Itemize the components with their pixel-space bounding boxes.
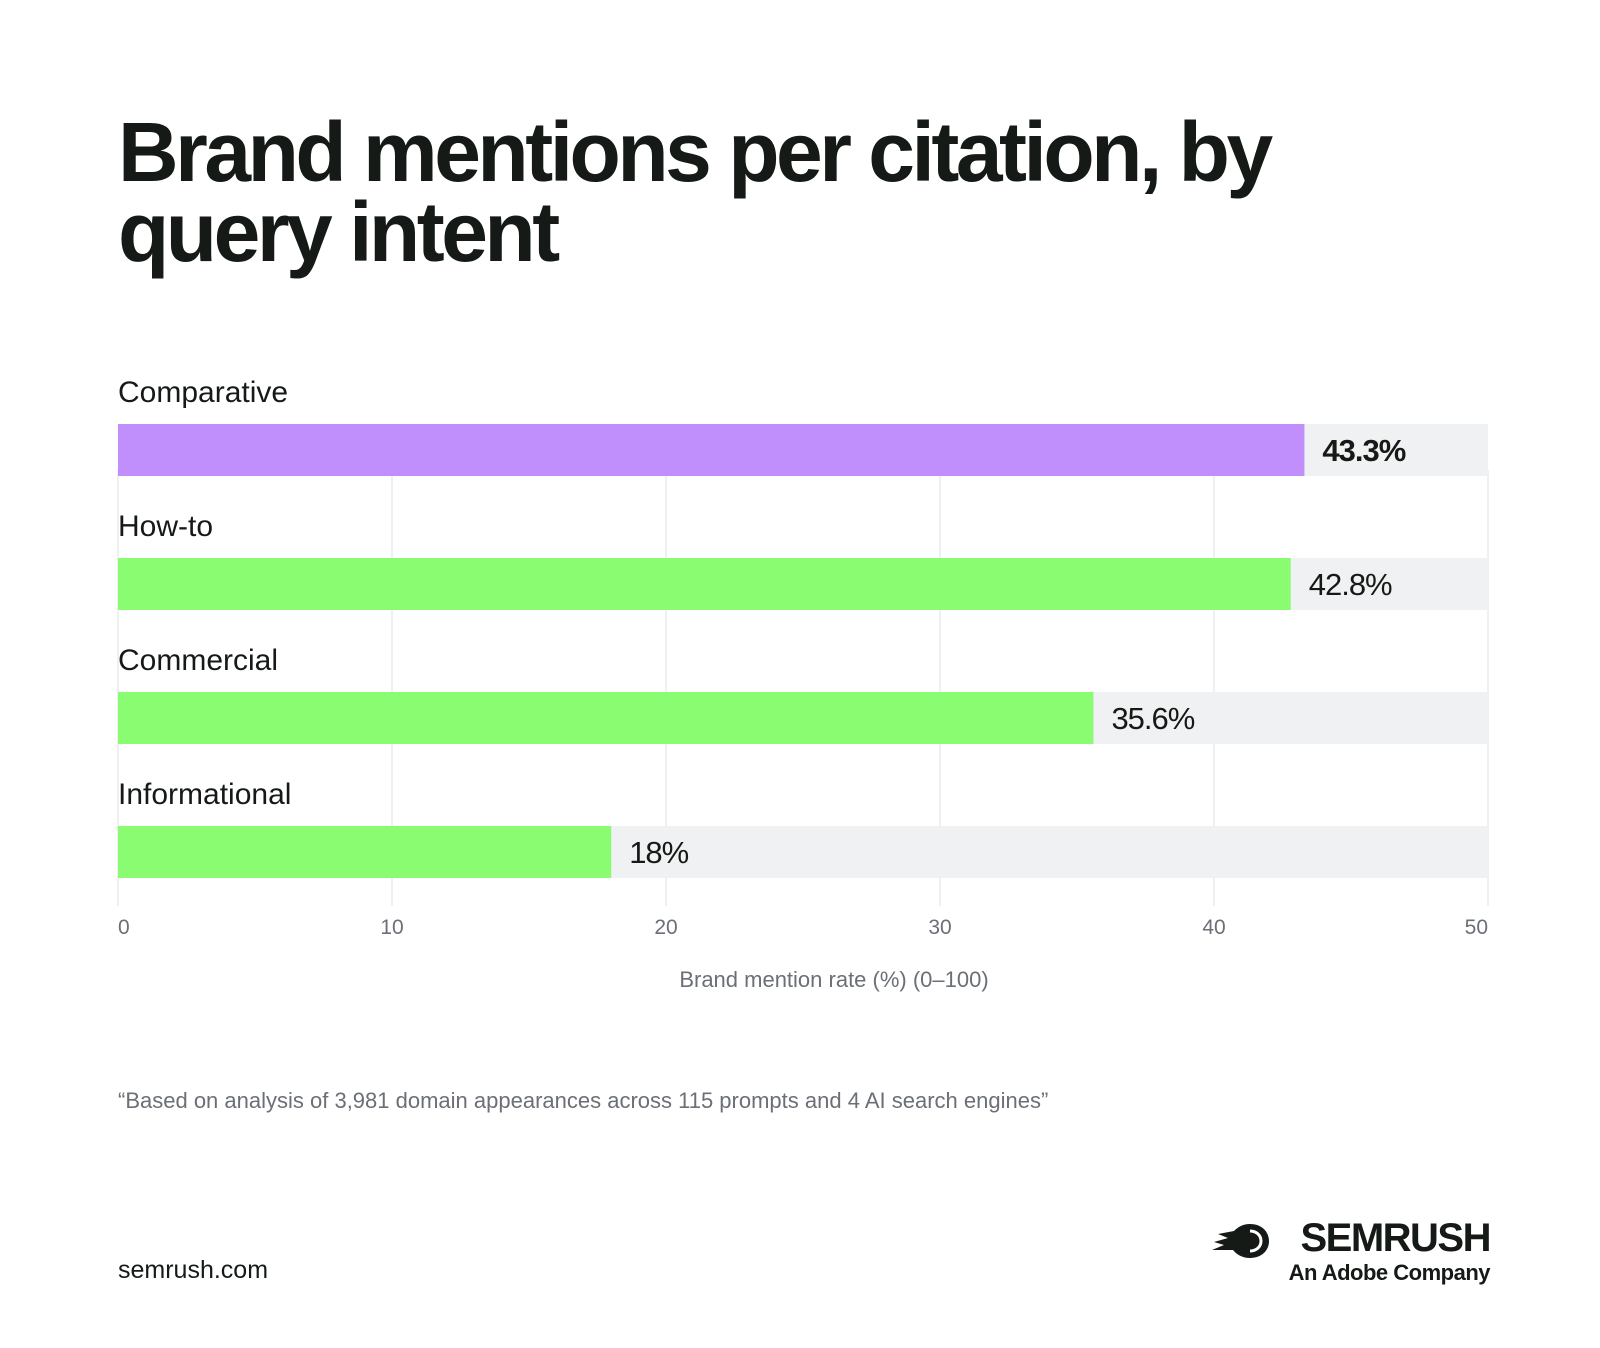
x-tick-label: 20 xyxy=(654,916,677,939)
value-label: 35.6% xyxy=(1111,701,1194,736)
x-tick-label: 30 xyxy=(928,916,951,939)
x-tick-label: 50 xyxy=(1465,916,1488,939)
brand-wordmark: SEMRUSH xyxy=(1300,1216,1491,1260)
site-url: semrush.com xyxy=(118,1256,269,1284)
x-axis-title: Brand mention rate (%) (0–100) xyxy=(679,967,988,992)
category-label: Informational xyxy=(118,778,291,811)
semrush-fireball-icon xyxy=(1212,1224,1269,1258)
chart-title: Brand mentions per citation, by query in… xyxy=(118,105,1273,279)
brand-subtitle: An Adobe Company xyxy=(1288,1260,1491,1285)
value-label: 18% xyxy=(629,835,688,870)
bar-informational xyxy=(118,826,612,878)
bar-comparative xyxy=(118,424,1305,476)
bars: Comparative 43.3% How-to 42.8% Commercial 35.… xyxy=(118,376,1488,878)
value-label: 43.3% xyxy=(1322,433,1405,468)
bar-commercial xyxy=(118,692,1094,744)
x-tick-label: 0 xyxy=(118,916,130,939)
x-tick-label: 10 xyxy=(380,916,403,939)
x-axis-ticks: 0 10 20 30 40 50 xyxy=(118,916,1488,939)
brand-logo: SEMRUSH An Adobe Company xyxy=(1210,1216,1491,1288)
bar-how-to xyxy=(118,558,1291,610)
footnote: “Based on analysis of 3,981 domain appea… xyxy=(118,1088,1049,1113)
value-label: 42.8% xyxy=(1309,567,1392,602)
category-label: Commercial xyxy=(118,644,278,677)
category-label: Comparative xyxy=(118,376,288,409)
category-label: How-to xyxy=(118,510,213,543)
x-tick-label: 40 xyxy=(1202,916,1225,939)
